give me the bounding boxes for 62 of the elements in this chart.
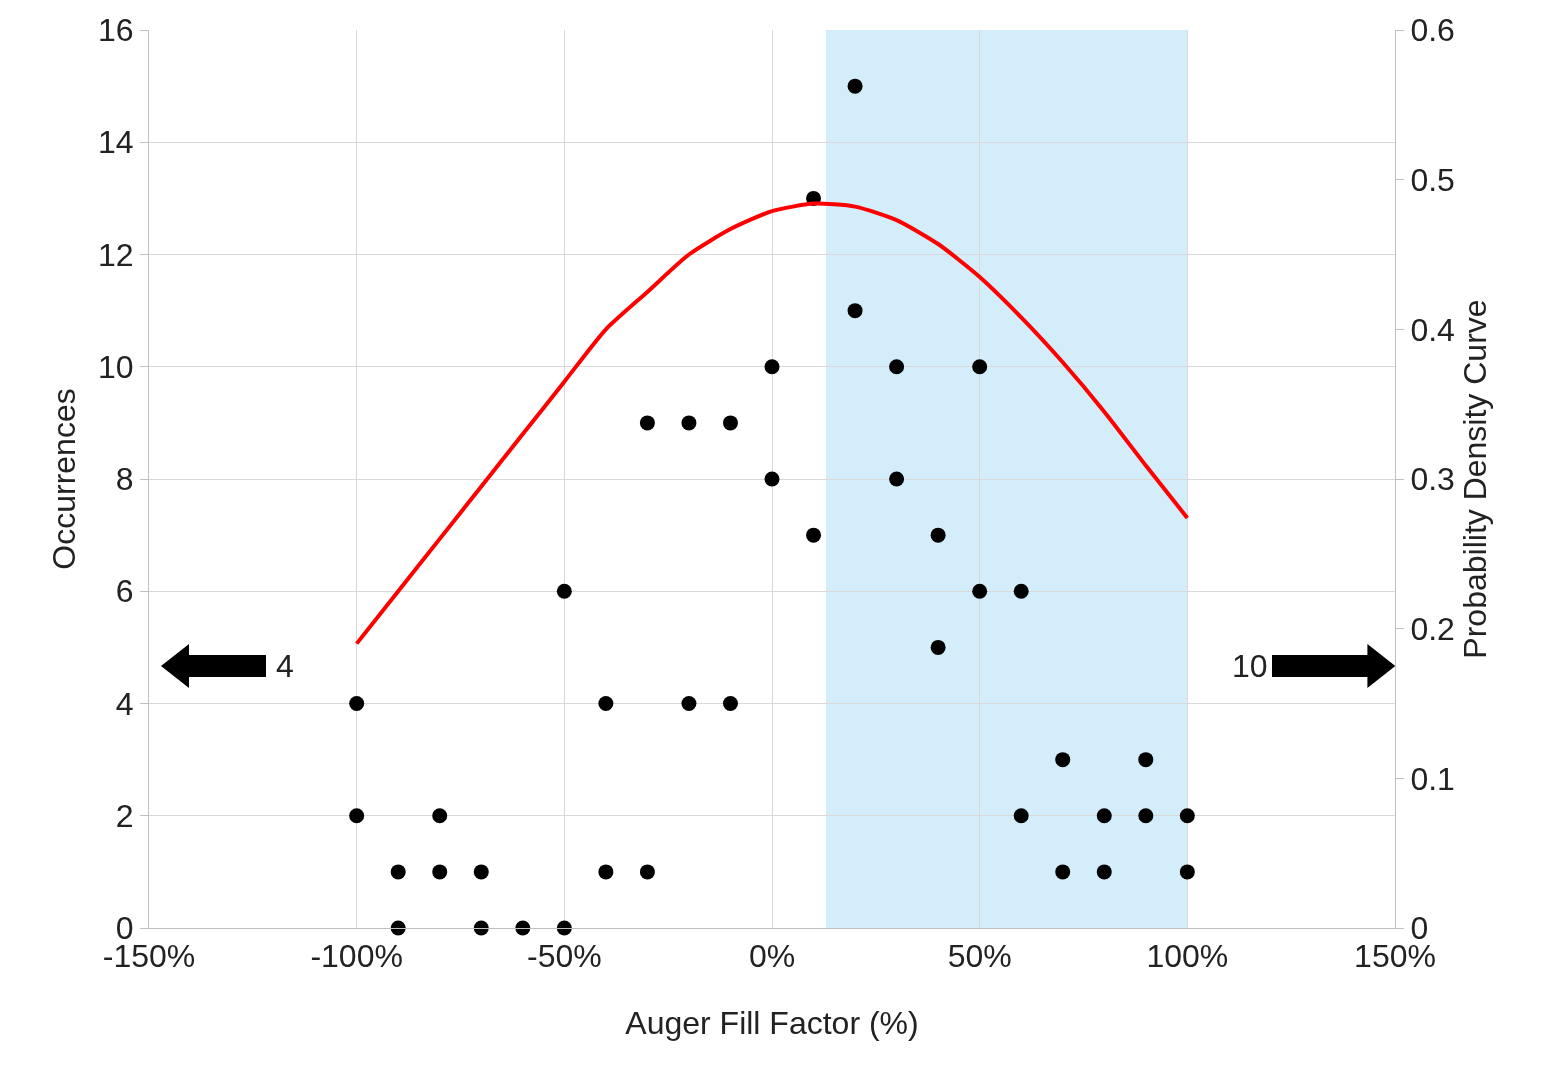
- point: [681, 696, 697, 711]
- x-tick-label: -100%: [310, 938, 403, 975]
- y-tick-label: 8: [115, 461, 134, 498]
- point: [432, 808, 448, 824]
- point: [847, 78, 863, 94]
- point: [1179, 808, 1195, 824]
- point: [722, 415, 738, 431]
- point: [432, 864, 448, 880]
- y-tick-label: 10: [98, 348, 134, 385]
- point: [1179, 864, 1195, 880]
- x-tick-label: 50%: [947, 938, 1012, 975]
- x-tick-label: -50%: [526, 938, 602, 975]
- point: [390, 864, 406, 880]
- point: [1138, 808, 1154, 824]
- y2-tick-label: 0.5: [1410, 161, 1455, 198]
- x-tick-label: 0%: [748, 938, 796, 975]
- point: [1013, 583, 1029, 599]
- annotation: 4: [276, 648, 294, 684]
- y2-tick-label: 0.6: [1410, 12, 1455, 49]
- y2-tick-label: 0.1: [1410, 760, 1455, 797]
- point: [847, 303, 863, 319]
- point: [639, 864, 655, 880]
- x-tick-label: 150%: [1354, 938, 1436, 975]
- annotation: 10: [1232, 648, 1268, 684]
- point: [1013, 808, 1029, 824]
- y-tick-label: 16: [98, 12, 134, 49]
- point: [972, 359, 988, 375]
- point: [1096, 864, 1112, 880]
- point: [556, 583, 572, 599]
- point: [930, 639, 946, 655]
- point: [806, 527, 822, 543]
- y2-tick-label: 0.3: [1410, 461, 1455, 498]
- point: [473, 864, 489, 880]
- point: [639, 415, 655, 431]
- y-tick-label: 12: [98, 236, 134, 273]
- point: [598, 864, 614, 880]
- point: [1096, 808, 1112, 824]
- y-tick-label: 6: [115, 573, 134, 610]
- point: [930, 527, 946, 543]
- x-tick-label: 100%: [1146, 938, 1229, 975]
- y2-tick-label: 0.4: [1410, 311, 1455, 348]
- y2-axis-title: Probability Density Curve: [1456, 299, 1493, 659]
- y-axis-title: Occurrences: [46, 388, 82, 570]
- point: [349, 696, 365, 711]
- y2-tick-label: 0.2: [1410, 610, 1455, 647]
- point: [1138, 752, 1154, 768]
- point: [972, 583, 988, 599]
- point: [764, 359, 780, 375]
- point: [1055, 752, 1071, 768]
- point: [1055, 864, 1071, 880]
- point: [889, 359, 905, 375]
- y-tick-label: 4: [115, 685, 134, 722]
- point: [349, 808, 365, 824]
- y-tick-label: 14: [98, 124, 134, 161]
- y-tick-label: 2: [115, 797, 134, 834]
- point: [681, 415, 697, 431]
- x-axis-title: Auger Fill Factor (%): [625, 1005, 919, 1041]
- point: [764, 471, 780, 487]
- x-tick-label: -150%: [102, 938, 196, 975]
- point: [889, 471, 905, 487]
- point: [722, 696, 738, 711]
- point: [598, 696, 614, 711]
